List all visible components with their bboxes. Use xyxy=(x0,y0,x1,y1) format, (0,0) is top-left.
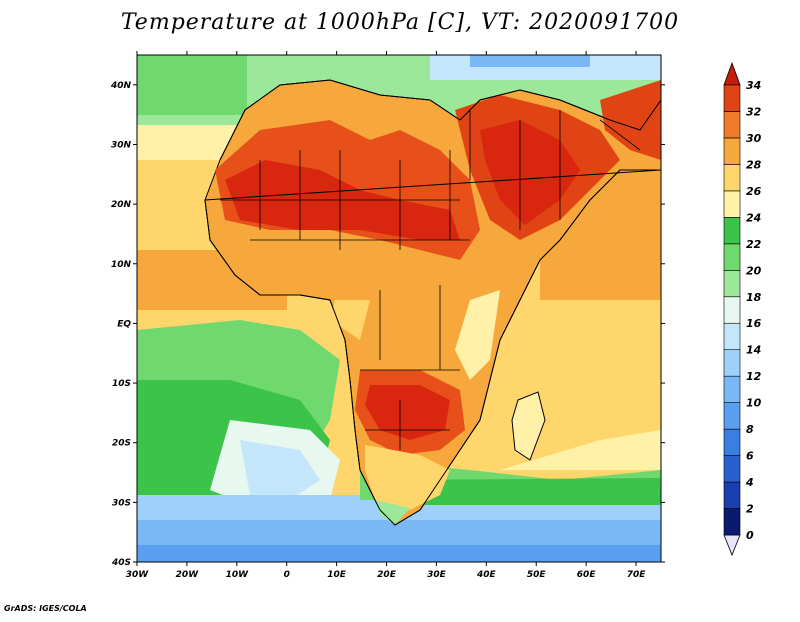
colorbar-label: 8 xyxy=(746,423,754,436)
colorbar-swatch xyxy=(723,164,741,192)
lon-label: 60E xyxy=(577,570,597,580)
lon-label: 40E xyxy=(476,570,497,580)
colorbar-label: 4 xyxy=(745,476,754,489)
colorbar-label: 28 xyxy=(746,158,762,171)
colorbar-label: 26 xyxy=(746,185,762,198)
lat-label: 20S xyxy=(112,439,131,449)
colorbar-swatch xyxy=(723,269,741,298)
colorbar-swatch xyxy=(723,243,741,271)
lon-label: 0 xyxy=(284,570,290,580)
colorbar-label: 24 xyxy=(746,211,761,224)
colorbar-swatch xyxy=(723,137,741,165)
lon-axis-labels: 30W 20W 10W 0 10E 20E 30E 40E 50E 60E 70E xyxy=(126,570,646,580)
map-field xyxy=(137,55,661,562)
lat-label: 10S xyxy=(112,379,131,389)
lat-axis-labels: 40N 30N 20N 10N EQ 10S 20S 30S 40S xyxy=(110,81,132,568)
colorbar-label: 2 xyxy=(746,503,754,516)
colorbar-swatch xyxy=(723,455,741,483)
lat-label: 30S xyxy=(112,498,131,508)
colorbar-label: 30 xyxy=(746,132,762,145)
colorbar-label: 20 xyxy=(746,264,762,277)
credit-text: GrADS: IGES/COLA xyxy=(4,604,87,613)
colorbar-swatch xyxy=(723,428,741,456)
colorbar-swatch xyxy=(723,481,741,509)
colorbar-label: 22 xyxy=(746,238,762,251)
plot-title: Temperature at 1000hPa [C], VT: 20200917… xyxy=(120,10,680,35)
country-borders xyxy=(220,110,641,450)
lon-label: 10E xyxy=(327,570,347,580)
colorbar-swatch xyxy=(723,190,741,218)
colorbar-label: 0 xyxy=(746,529,754,542)
lon-label: 20E xyxy=(377,570,397,580)
lat-label: 40S xyxy=(111,558,131,568)
colorbar-swatch xyxy=(723,84,741,112)
lon-label: 50E xyxy=(527,570,547,580)
colorbar-label: 16 xyxy=(746,317,762,330)
lat-label: 40N xyxy=(110,81,132,91)
colorbar-label: 10 xyxy=(746,397,762,410)
lon-label: 20W xyxy=(176,570,200,580)
lon-label: 10W xyxy=(226,570,250,580)
colorbar-under-arrow xyxy=(723,534,741,557)
colorbar-swatch xyxy=(723,375,741,403)
colorbar-swatch xyxy=(723,322,741,351)
lat-label: 30N xyxy=(111,140,132,150)
lat-label: 10N xyxy=(111,260,132,270)
map-frame xyxy=(136,54,662,563)
lon-label: 70E xyxy=(627,570,647,580)
colorbar-label: 12 xyxy=(746,370,762,383)
axis-ticks xyxy=(133,51,665,566)
colorbar-swatch xyxy=(723,217,741,245)
colorbar-over-arrow xyxy=(723,61,741,86)
lat-label: 20N xyxy=(111,200,132,210)
colorbar-label: 32 xyxy=(746,105,762,118)
colorbar-swatch xyxy=(723,296,741,324)
colorbar-label: 18 xyxy=(746,291,762,304)
colorbar-swatch xyxy=(723,111,741,139)
lon-label: 30E xyxy=(427,570,447,580)
colorbar-label: 34 xyxy=(746,79,761,92)
lat-label: EQ xyxy=(117,319,131,329)
colorbar-swatch xyxy=(723,402,741,430)
colorbar-swatch xyxy=(723,349,741,377)
colorbar-label: 6 xyxy=(746,450,754,463)
lon-label: 30W xyxy=(126,570,150,580)
colorbar-swatch xyxy=(723,508,741,536)
colorbar-label: 14 xyxy=(746,344,761,357)
